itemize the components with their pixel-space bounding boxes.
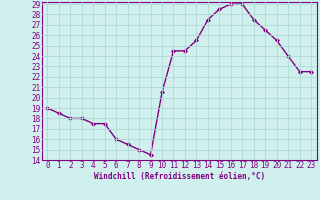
X-axis label: Windchill (Refroidissement éolien,°C): Windchill (Refroidissement éolien,°C) (94, 172, 265, 181)
